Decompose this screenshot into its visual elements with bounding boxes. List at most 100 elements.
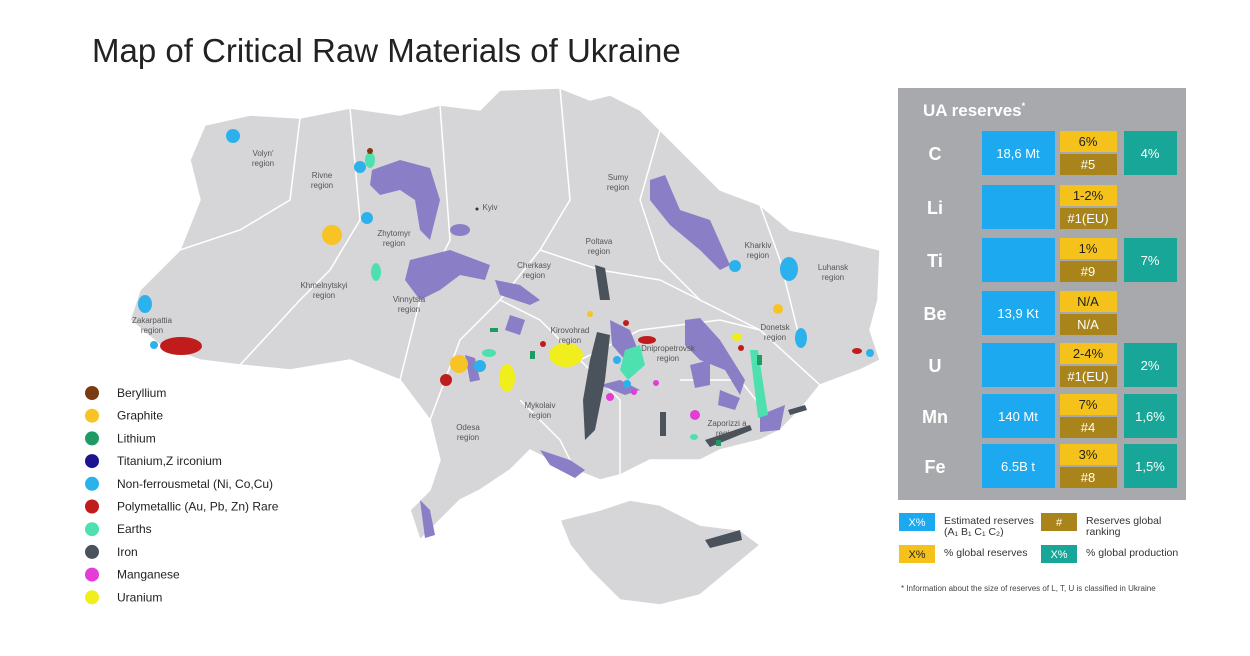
region-label: Kirovohrad region bbox=[551, 326, 590, 345]
region-label-line: region bbox=[747, 251, 769, 260]
region-label-line: region bbox=[607, 183, 629, 192]
key-label-line: ranking bbox=[1086, 526, 1121, 538]
region-label-line: Zaporizzi a bbox=[707, 419, 747, 428]
legend-label: Iron bbox=[117, 545, 138, 559]
estimated-box bbox=[982, 131, 1055, 175]
production: 7% bbox=[1141, 253, 1160, 268]
region-label-line: Poltava bbox=[586, 237, 613, 246]
share-box bbox=[1060, 238, 1117, 259]
share: 7% bbox=[1079, 397, 1098, 412]
share-box bbox=[1060, 444, 1117, 465]
region-label-line: region bbox=[764, 333, 786, 342]
region-label-line: region bbox=[822, 273, 844, 282]
legend-swatch bbox=[85, 454, 99, 469]
element: Ti bbox=[927, 251, 943, 271]
production: 1,5% bbox=[1135, 459, 1165, 474]
key-label-line: Estimated reserves bbox=[944, 515, 1034, 527]
region-label-line: Zhytomyr bbox=[377, 229, 411, 238]
legend-label: Manganese bbox=[117, 568, 180, 582]
panel-title: UA reserves* bbox=[923, 101, 1026, 120]
legend-swatch bbox=[85, 522, 99, 537]
region-label: Volyn' region bbox=[252, 149, 274, 168]
legend-swatch bbox=[85, 431, 99, 446]
rank-box bbox=[1060, 261, 1117, 282]
estimated: 140 Mt bbox=[998, 409, 1038, 424]
rank: #4 bbox=[1081, 420, 1095, 435]
deposits bbox=[138, 129, 874, 548]
share: 1-2% bbox=[1073, 188, 1104, 203]
key-swatch bbox=[1041, 513, 1077, 531]
region-label-line: Vinnytsia bbox=[393, 295, 426, 304]
estimated-box bbox=[982, 394, 1055, 438]
estimated: 6.5B t bbox=[1001, 459, 1035, 474]
region-label-line: Luhansk bbox=[818, 263, 849, 272]
legend-swatch bbox=[85, 476, 99, 491]
region-label-line: region bbox=[141, 326, 163, 335]
region-label-line: Dnipropetrovsk bbox=[641, 344, 696, 353]
legend-swatch bbox=[85, 567, 99, 582]
region-label-line: Odesa bbox=[456, 423, 480, 432]
region-label: Kyiv bbox=[482, 203, 497, 212]
share-box bbox=[1060, 394, 1117, 415]
key-swatch-text: X% bbox=[908, 517, 925, 529]
panel-title-mark: * bbox=[1022, 101, 1026, 111]
rank-box bbox=[1060, 154, 1117, 175]
rank-box bbox=[1060, 366, 1117, 387]
region-label: Rivne region bbox=[311, 171, 333, 190]
region-label-line: region bbox=[559, 336, 581, 345]
region-label: Sumy region bbox=[607, 173, 629, 192]
production-box bbox=[1124, 343, 1177, 387]
rank-box bbox=[1060, 208, 1117, 229]
element: Be bbox=[923, 304, 946, 324]
legend-label: Non-ferrousmetal (Ni, Co,Cu) bbox=[117, 477, 273, 491]
region-label-line: region bbox=[529, 411, 551, 420]
production: 2% bbox=[1141, 358, 1160, 373]
rank: #1(EU) bbox=[1067, 369, 1108, 384]
legend-label: Beryllium bbox=[117, 386, 166, 400]
region-label-line: Kharkiv bbox=[745, 241, 772, 250]
key-label: % global production bbox=[1086, 547, 1178, 559]
legend-swatch bbox=[85, 590, 99, 605]
share-box bbox=[1060, 291, 1117, 312]
share: 2-4% bbox=[1073, 346, 1104, 361]
share-box bbox=[1060, 343, 1117, 364]
estimated: 13,9 Kt bbox=[997, 306, 1039, 321]
region-label: Dnipropetrovsk region bbox=[641, 344, 696, 363]
map bbox=[129, 87, 881, 606]
rank-box bbox=[1060, 417, 1117, 438]
region-label: Poltava region bbox=[586, 237, 613, 256]
legend-swatch bbox=[85, 499, 99, 514]
element: Fe bbox=[924, 457, 945, 477]
region-label: Luhansk region bbox=[818, 263, 849, 282]
rank: #5 bbox=[1081, 157, 1095, 172]
legend-label: Titanium,Z irconium bbox=[117, 454, 222, 468]
region-label-line: Sumy bbox=[608, 173, 628, 182]
region-label: Zakarpattia region bbox=[132, 316, 173, 335]
production: 1,6% bbox=[1135, 409, 1165, 424]
region-label-line: Cherkasy bbox=[517, 261, 551, 270]
share: 6% bbox=[1079, 134, 1098, 149]
estimated: 18,6 Mt bbox=[996, 146, 1040, 161]
legend-label: Polymetallic (Au, Pb, Zn) Rare bbox=[117, 500, 279, 514]
region-label: Zhytomyr region bbox=[377, 229, 411, 248]
production-box bbox=[1124, 394, 1177, 438]
legend-swatch bbox=[85, 544, 99, 559]
key-label-line: Reserves global bbox=[1086, 515, 1161, 527]
estimated-box bbox=[982, 343, 1055, 387]
region-label-line: Rivne bbox=[312, 171, 333, 180]
region-label-line: Khmelnytskyi bbox=[300, 281, 347, 290]
rank: N/A bbox=[1077, 317, 1099, 332]
region-label-line: region bbox=[398, 305, 420, 314]
key-swatch-text: X% bbox=[908, 549, 925, 561]
estimated-box bbox=[982, 444, 1055, 488]
region-label-line: Mykolaiv bbox=[524, 401, 555, 410]
rank: #8 bbox=[1081, 470, 1095, 485]
share: 1% bbox=[1079, 241, 1098, 256]
footnote: * Information about the size of reserves… bbox=[901, 584, 1156, 593]
title: Map of Critical Raw Materials of Ukraine bbox=[92, 32, 681, 69]
key-label: Reserves global ranking bbox=[1086, 515, 1161, 538]
region-label: Mykolaiv region bbox=[524, 401, 555, 420]
estimated-box bbox=[982, 185, 1055, 229]
region-label: Donetsk region bbox=[760, 323, 790, 342]
legend-swatch bbox=[85, 408, 99, 423]
